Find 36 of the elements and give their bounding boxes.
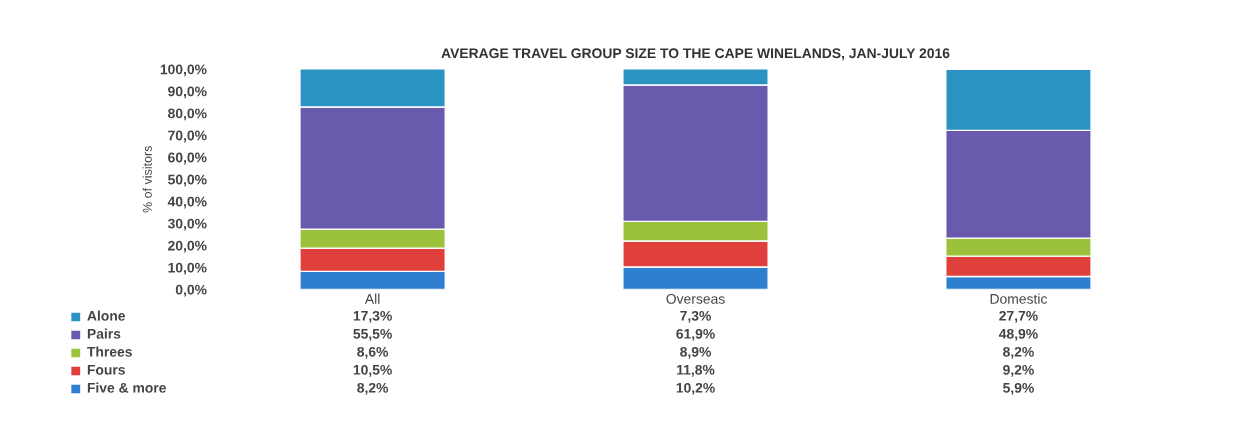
data-label: 61,9%	[676, 328, 715, 341]
y-tick-label: 80,0%	[168, 108, 207, 121]
data-label: 7,3%	[680, 310, 711, 323]
y-axis-title: % of visitors	[142, 146, 152, 213]
data-label: 55,5%	[353, 328, 392, 341]
data-label: 48,9%	[998, 328, 1038, 341]
data-label: 10,2%	[676, 382, 715, 395]
x-tick-label: All	[364, 293, 380, 304]
y-tick-label: 30,0%	[167, 218, 207, 231]
y-tick-label: 90,0%	[168, 86, 207, 99]
data-label: 10,5%	[353, 364, 392, 377]
x-tick-label: Overseas	[666, 293, 725, 304]
legend-label: Alone	[87, 310, 126, 321]
chart-title: AVERAGE TRAVEL GROUP SIZE TO THE CAPE WINELANDS, JAN-JULY 2016	[441, 48, 950, 61]
y-tick-label: 20,0%	[168, 240, 207, 253]
data-label: 8,9%	[680, 346, 711, 359]
y-tick-label: 40,0%	[167, 196, 207, 209]
legend-label: Pairs	[87, 328, 121, 339]
y-tick-label: 60,0%	[168, 152, 207, 165]
legend-label: Threes	[87, 346, 132, 357]
data-label: 8,2%	[357, 382, 389, 395]
legend-label: Fours	[87, 365, 125, 375]
y-tick-label: 70,0%	[168, 130, 207, 143]
data-label: 9,2%	[1003, 364, 1034, 377]
data-label: 5,9%	[1003, 382, 1034, 395]
legend-label: Five & more	[87, 382, 166, 393]
data-label: 8,6%	[357, 346, 389, 359]
data-label: 17,3%	[353, 310, 392, 323]
data-label: 27,7%	[999, 310, 1038, 323]
y-tick-label: 10,0%	[168, 262, 207, 275]
y-tick-label: 50,0%	[168, 174, 207, 187]
data-label: 8,2%	[1003, 346, 1034, 359]
x-tick-label: Domestic	[990, 293, 1048, 304]
y-tick-label: 100,0%	[160, 64, 207, 77]
y-tick-label: 0,0%	[175, 284, 207, 297]
data-label: 11,8%	[677, 364, 715, 377]
